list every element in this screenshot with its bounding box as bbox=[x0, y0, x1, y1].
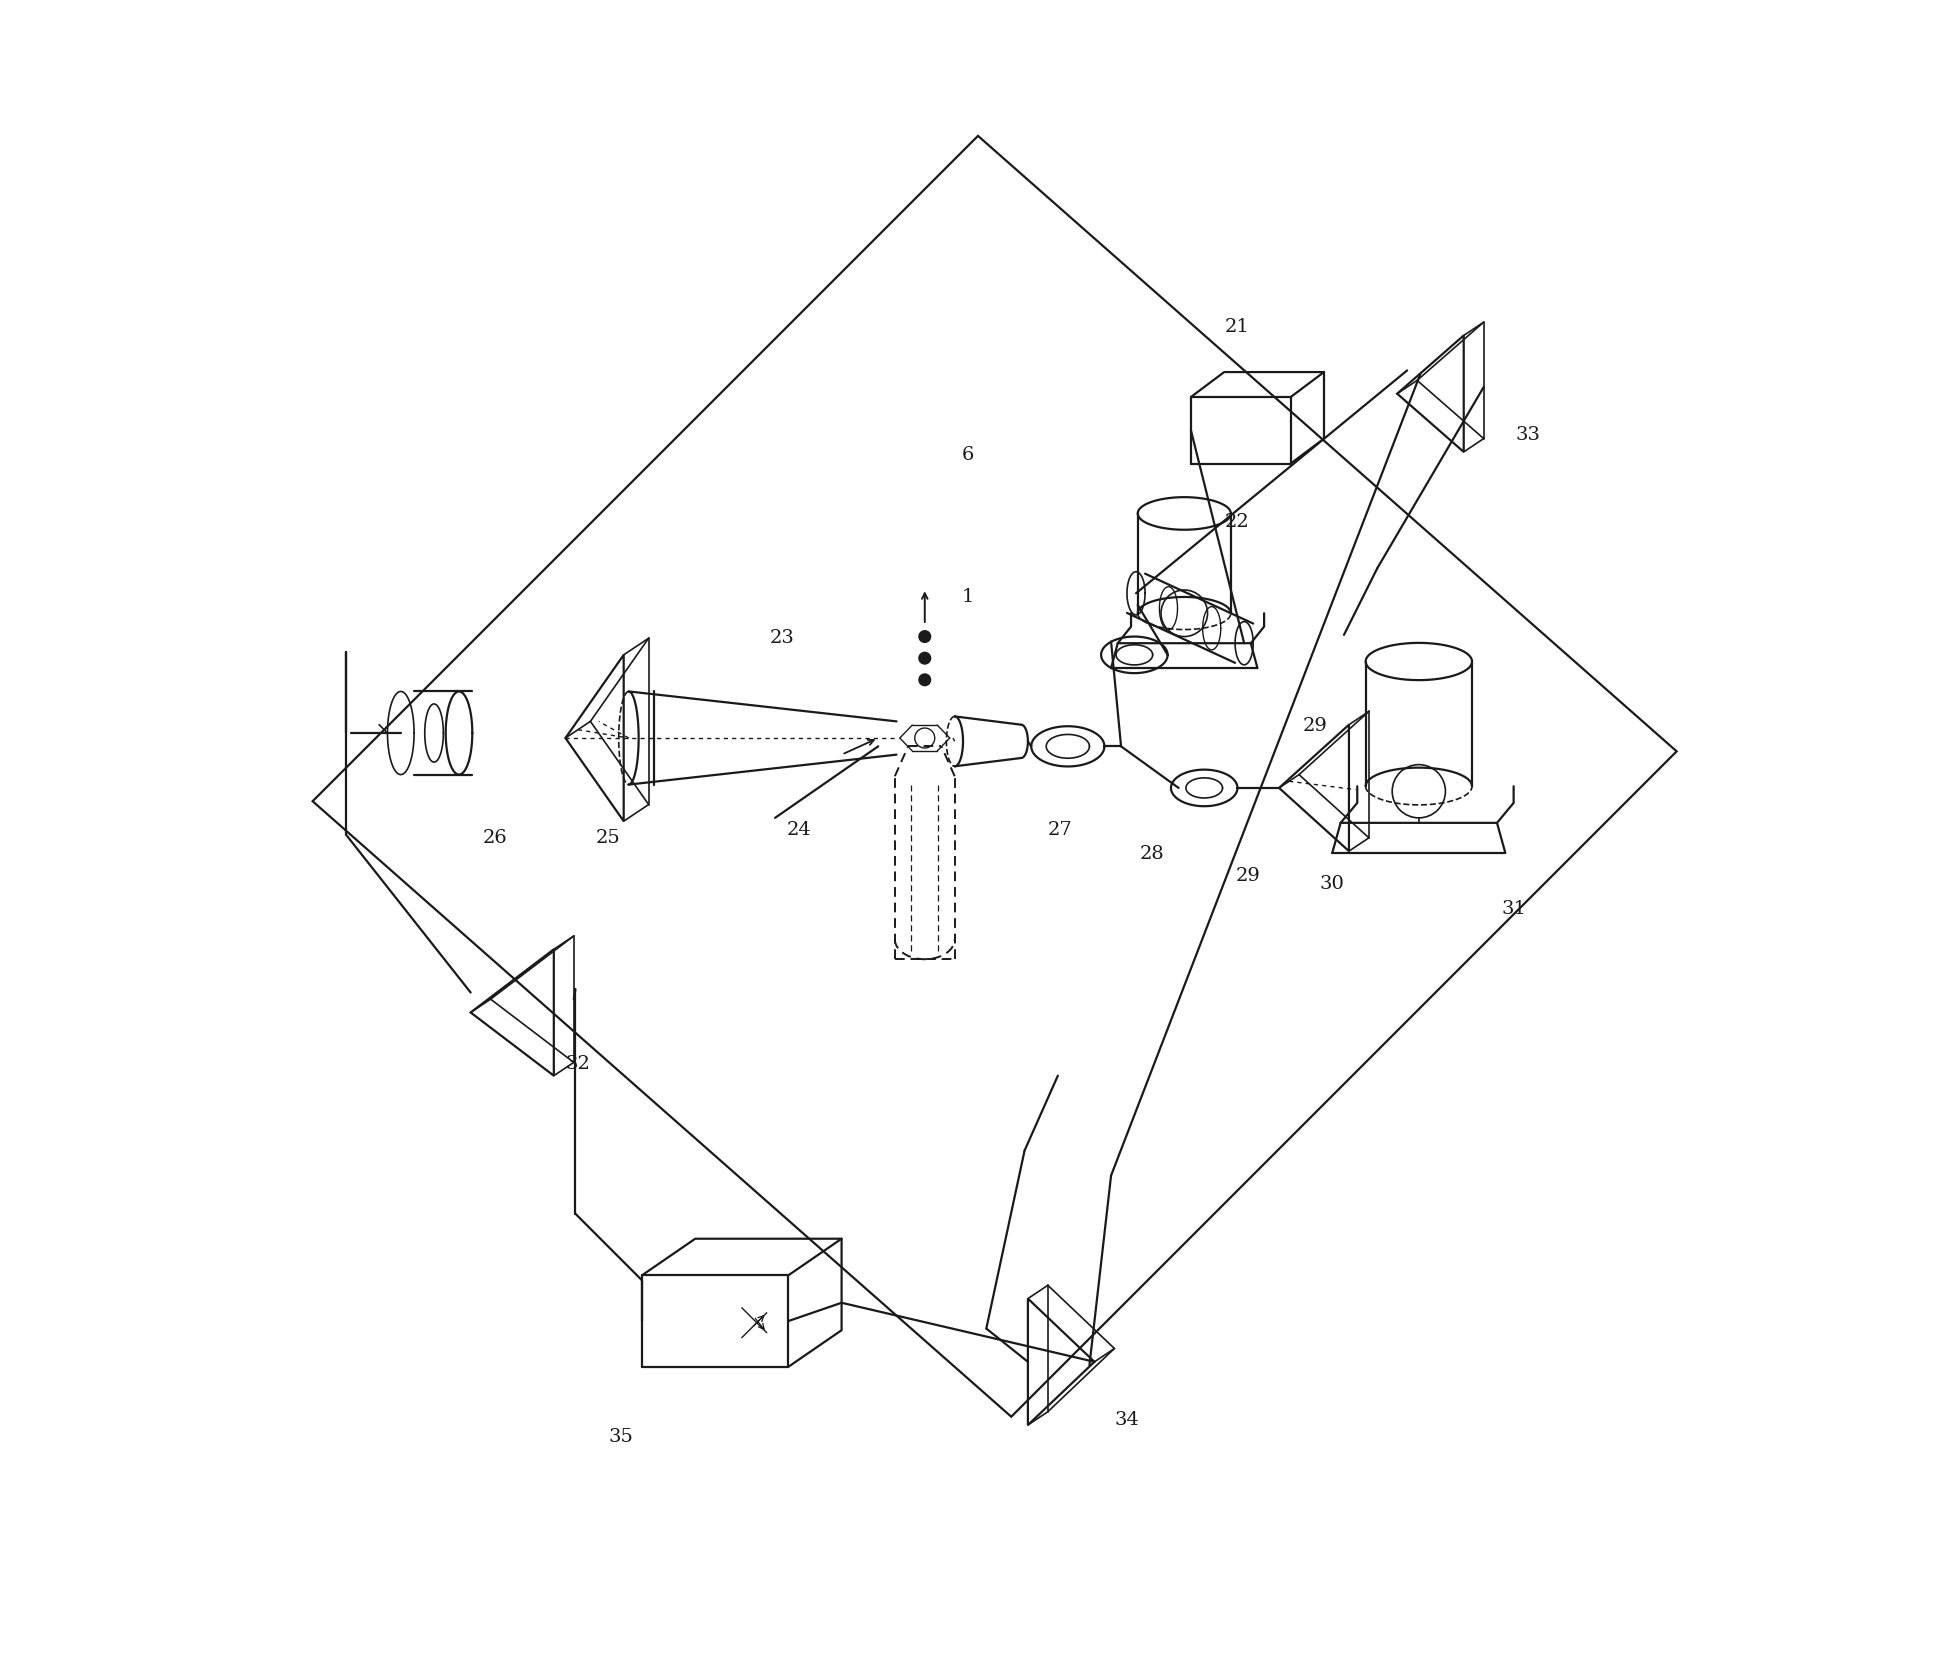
Text: 31: 31 bbox=[1501, 900, 1527, 918]
Text: 25: 25 bbox=[594, 829, 620, 846]
Circle shape bbox=[919, 653, 931, 664]
Text: 22: 22 bbox=[1224, 512, 1249, 531]
Text: 30: 30 bbox=[1318, 876, 1343, 893]
Text: 27: 27 bbox=[1048, 821, 1071, 838]
Circle shape bbox=[919, 674, 931, 686]
Text: 29: 29 bbox=[1236, 868, 1261, 885]
Text: 34: 34 bbox=[1114, 1410, 1138, 1429]
Text: 35: 35 bbox=[608, 1427, 633, 1445]
Text: 6: 6 bbox=[960, 446, 974, 464]
Circle shape bbox=[919, 631, 931, 643]
Text: 1: 1 bbox=[960, 587, 974, 606]
Text: 32: 32 bbox=[565, 1055, 590, 1073]
Text: 26: 26 bbox=[483, 829, 506, 846]
Text: 23: 23 bbox=[770, 629, 794, 648]
Text: 33: 33 bbox=[1515, 426, 1539, 444]
Text: 28: 28 bbox=[1138, 846, 1163, 863]
Text: 29: 29 bbox=[1302, 718, 1327, 736]
Text: 21: 21 bbox=[1224, 319, 1249, 335]
Text: 24: 24 bbox=[786, 821, 811, 838]
